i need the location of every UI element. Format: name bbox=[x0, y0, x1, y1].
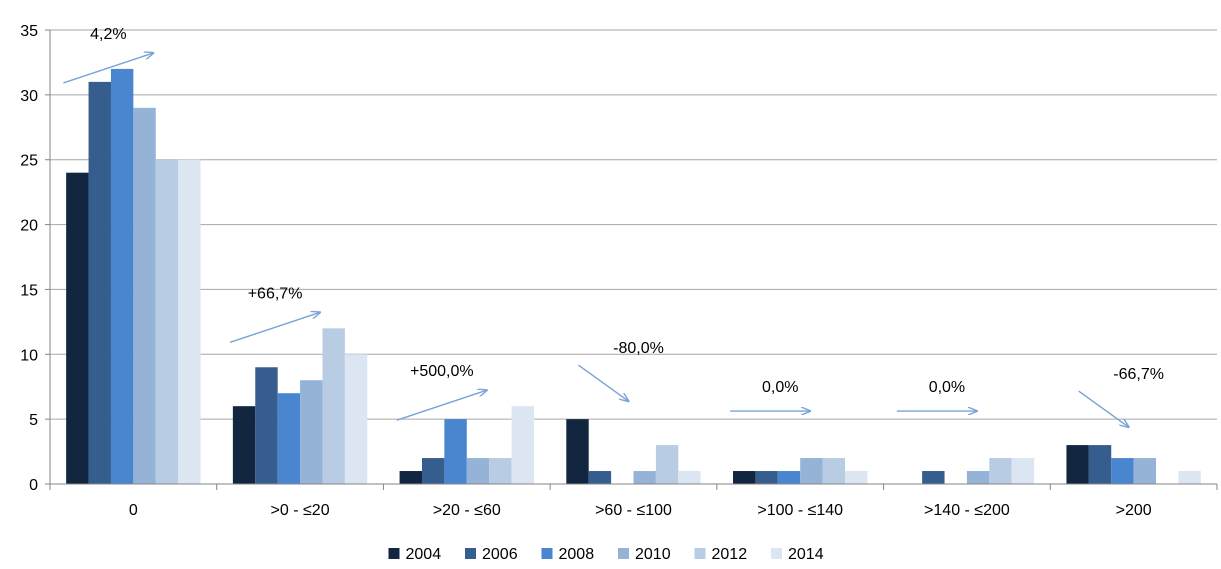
bar-2012-1 bbox=[322, 328, 345, 484]
bar-2006-3 bbox=[588, 471, 612, 484]
bar-2006-4 bbox=[755, 471, 778, 484]
legend-label: 2006 bbox=[482, 546, 518, 563]
bar-2004-3 bbox=[566, 419, 589, 484]
annotation-label: -66,7% bbox=[1113, 366, 1164, 383]
bar-2012-4 bbox=[822, 458, 846, 484]
annotation-label: -80,0% bbox=[613, 340, 664, 357]
bar-2006-0 bbox=[88, 81, 111, 484]
bar-2008-1 bbox=[277, 393, 301, 484]
legend-label: 2012 bbox=[712, 546, 748, 563]
legend-swatch-2010 bbox=[618, 548, 629, 559]
annotation-arrow bbox=[63, 53, 153, 84]
bar-2012-2 bbox=[489, 458, 512, 484]
x-category-label: >200 bbox=[1116, 502, 1152, 519]
gridlines bbox=[50, 29, 1217, 420]
legend-swatch-2006 bbox=[465, 548, 476, 559]
bar-2004-0 bbox=[66, 172, 89, 484]
bar-2008-4 bbox=[777, 471, 801, 484]
bar-2014-6 bbox=[1178, 471, 1201, 484]
bar-2014-2 bbox=[511, 406, 534, 484]
y-tick-label: 20 bbox=[20, 218, 38, 235]
bar-2004-6 bbox=[1066, 445, 1089, 484]
bar-2006-2 bbox=[421, 458, 445, 484]
x-category-label: >0 - ≤20 bbox=[271, 502, 330, 519]
annotation-label: +66,7% bbox=[248, 285, 303, 302]
bar-2014-1 bbox=[344, 354, 368, 484]
legend-swatch-2014 bbox=[771, 548, 782, 559]
legend-swatch-2004 bbox=[388, 548, 400, 559]
bar-2014-0 bbox=[178, 159, 201, 484]
annotation-label: 0,0% bbox=[929, 379, 965, 396]
x-category-label: >100 - ≤140 bbox=[757, 502, 843, 519]
bar-2012-3 bbox=[655, 445, 679, 484]
annotations: 4,2% +66,7% +500,0% -80,0% 0,0% 0,0% -66,7% bbox=[63, 26, 1164, 427]
axes: 0 5 10 15 20 25 30 35 0 >0 - ≤20 >20 - ≤60 >60 - ≤1… bbox=[20, 23, 1218, 519]
annotation-arrow bbox=[229, 312, 320, 344]
bar-2010-4 bbox=[800, 458, 823, 484]
y-tick-label: 30 bbox=[20, 88, 38, 105]
legend-label: 2004 bbox=[406, 546, 442, 563]
bar-2004-4 bbox=[733, 471, 756, 484]
x-category-label: >60 - ≤100 bbox=[595, 502, 672, 519]
annotation-label: 0,0% bbox=[762, 379, 798, 396]
bars bbox=[66, 68, 1201, 485]
bar-2010-3 bbox=[633, 471, 656, 484]
bar-2006-6 bbox=[1088, 445, 1112, 484]
bar-2014-5 bbox=[1011, 458, 1035, 484]
bar-2014-4 bbox=[845, 471, 868, 484]
bar-2010-5 bbox=[966, 471, 990, 484]
bar-2006-5 bbox=[922, 471, 945, 484]
legend-label: 2014 bbox=[788, 546, 824, 563]
x-category-label: >20 - ≤60 bbox=[433, 502, 501, 519]
legend: 2004 2006 2008 2010 2012 2014 bbox=[388, 546, 824, 563]
legend-swatch-2012 bbox=[694, 548, 706, 559]
bar-2010-0 bbox=[133, 107, 156, 484]
annotation-arrow bbox=[578, 364, 629, 401]
x-category-label: 0 bbox=[129, 502, 138, 519]
bar-2008-2 bbox=[444, 419, 467, 484]
legend-label: 2010 bbox=[635, 546, 671, 563]
annotation-label: +500,0% bbox=[410, 363, 474, 380]
y-tick-label: 0 bbox=[29, 477, 38, 494]
bar-2008-0 bbox=[110, 68, 134, 485]
bar-2014-3 bbox=[678, 471, 701, 484]
bar-2010-2 bbox=[466, 458, 490, 484]
bar-2012-0 bbox=[155, 159, 179, 484]
legend-label: 2008 bbox=[559, 546, 595, 563]
y-tick-label: 25 bbox=[20, 153, 38, 170]
y-tick-label: 5 bbox=[29, 412, 38, 429]
y-tick-label: 10 bbox=[20, 347, 38, 364]
y-tick-label: 35 bbox=[20, 23, 38, 40]
bar-2004-2 bbox=[399, 471, 422, 484]
bar-2010-6 bbox=[1133, 458, 1157, 484]
bar-2006-1 bbox=[255, 367, 278, 484]
legend-swatch-2008 bbox=[541, 548, 553, 559]
bar-2012-5 bbox=[989, 458, 1012, 484]
bar-2008-6 bbox=[1111, 458, 1134, 484]
bar-2004-1 bbox=[232, 406, 256, 484]
annotation-arrow bbox=[396, 390, 487, 421]
annotation-label: 4,2% bbox=[90, 26, 126, 43]
x-category-label: >140 - ≤200 bbox=[924, 502, 1010, 519]
annotation-arrow bbox=[1078, 390, 1129, 427]
y-tick-label: 15 bbox=[20, 282, 38, 299]
bar-2010-1 bbox=[300, 380, 323, 484]
